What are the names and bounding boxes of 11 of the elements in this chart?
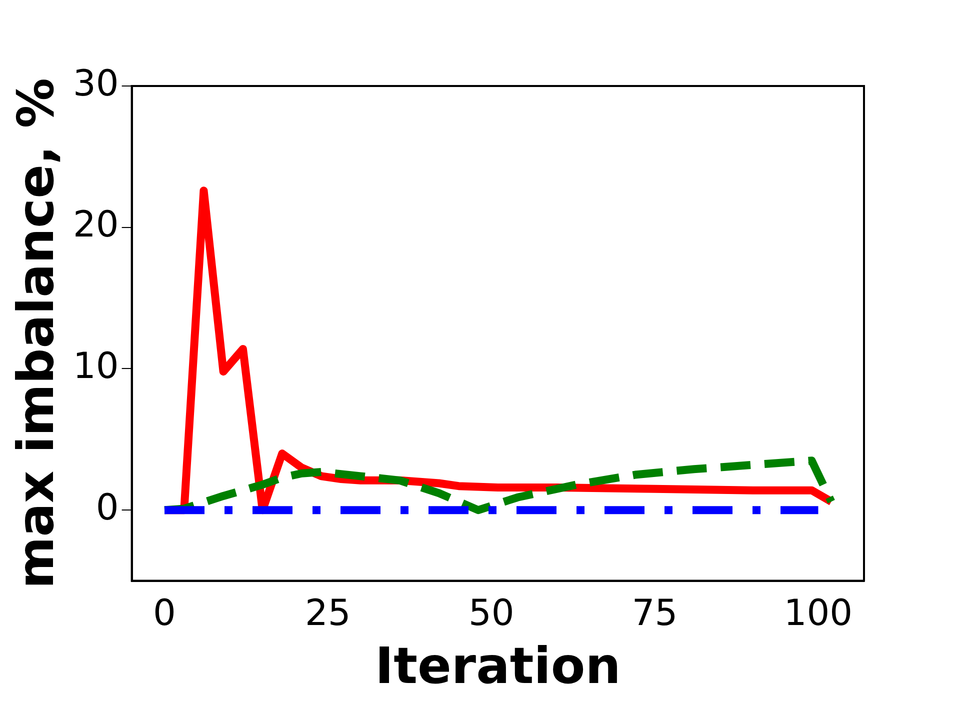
x-tick-label: 25 [305, 592, 351, 634]
y-tick-label: 0 [96, 487, 119, 528]
y-tick-label: 10 [72, 346, 119, 388]
x-tick-label: 100 [784, 592, 853, 634]
y-tick-label: 30 [72, 63, 119, 104]
x-tick-label: 75 [632, 592, 678, 634]
y-tick-label: 20 [72, 204, 119, 246]
x-tick-label: 50 [468, 592, 514, 634]
y-axis-title: max imbalance, % [6, 78, 65, 589]
x-tick-label: 0 [153, 592, 176, 634]
x-axis-title: Iteration [375, 636, 621, 695]
